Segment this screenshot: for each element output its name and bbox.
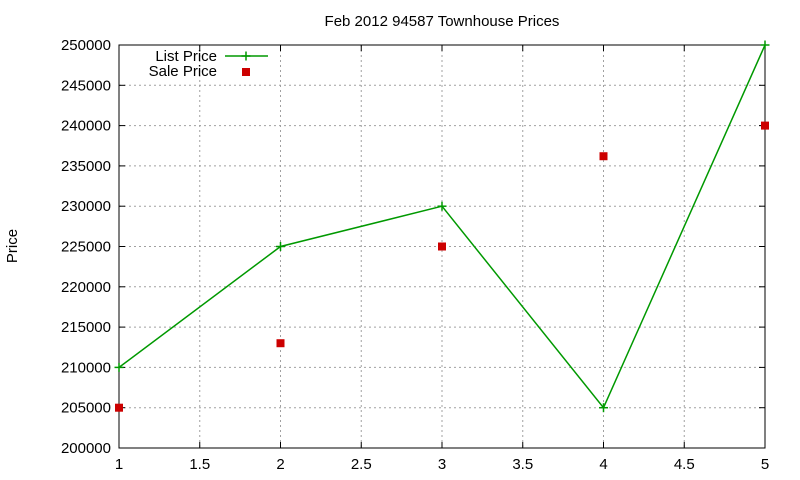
y-tick-label: 240000 xyxy=(61,118,111,135)
sale-price-point xyxy=(276,339,285,348)
legend-marker-sale-price xyxy=(242,68,250,76)
legend-label-list-price: List Price xyxy=(155,48,217,65)
y-tick-label: 245000 xyxy=(61,77,111,94)
y-tick-label: 215000 xyxy=(61,319,111,336)
x-tick-label: 4 xyxy=(599,456,607,473)
x-tick-label: 2.5 xyxy=(351,456,372,473)
y-tick-label: 200000 xyxy=(61,440,111,457)
y-tick-label: 250000 xyxy=(61,37,111,54)
list-price-point xyxy=(599,403,608,413)
y-tick-label: 235000 xyxy=(61,158,111,175)
y-tick-label: 205000 xyxy=(61,400,111,417)
x-tick-label: 1 xyxy=(115,456,123,473)
x-tick-label: 5 xyxy=(761,456,769,473)
x-tick-label: 2 xyxy=(276,456,284,473)
sale-price-point xyxy=(438,242,446,251)
y-tick-label: 210000 xyxy=(61,359,111,376)
list-price-point xyxy=(276,242,285,251)
sale-price-point xyxy=(115,403,123,412)
x-tick-label: 3.5 xyxy=(512,456,533,473)
x-tick-label: 3 xyxy=(438,456,446,473)
legend-label-sale-price: Sale Price xyxy=(149,63,217,80)
chart-title: Feb 2012 94587 Townhouse Prices xyxy=(325,13,560,30)
sale-price-point xyxy=(599,152,608,161)
sale-price-point xyxy=(761,121,769,130)
x-tick-label: 1.5 xyxy=(189,456,210,473)
list-price-point xyxy=(437,201,447,211)
axis-ticks xyxy=(118,44,766,449)
y-axis-label: Price xyxy=(4,229,21,263)
list-price-point xyxy=(114,362,124,372)
y-tick-label: 225000 xyxy=(61,239,111,256)
y-tick-label: 230000 xyxy=(61,198,111,215)
data-series xyxy=(114,40,770,413)
legend: List Price Sale Price xyxy=(149,48,268,80)
x-tick-label: 4.5 xyxy=(674,456,695,473)
legend-marker-list-price xyxy=(241,51,251,61)
list-price-point xyxy=(760,40,770,50)
y-tick-label: 220000 xyxy=(61,279,111,296)
